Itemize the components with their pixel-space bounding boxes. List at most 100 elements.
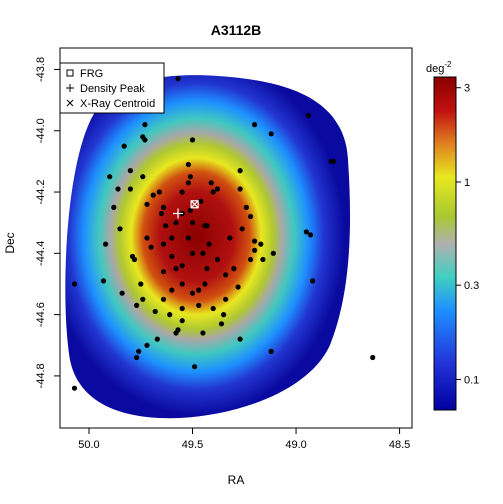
galaxy-point-41: [160, 241, 167, 247]
galaxy-point-16: [185, 180, 191, 186]
galaxy-points: [71, 76, 376, 391]
galaxy-point-59: [138, 281, 144, 287]
galaxy-point-31: [189, 220, 196, 226]
galaxy-point-63: [235, 284, 241, 290]
colorbar: deg-2 0.1 0.3 1 3: [426, 60, 479, 411]
galaxy-point-46: [258, 241, 264, 247]
galaxy-point-2: [142, 122, 148, 128]
xray-centroid-marker: [191, 200, 199, 208]
galaxy-point-57: [179, 281, 185, 287]
galaxy-point-9: [121, 143, 127, 149]
y-axis-label: Dec: [3, 232, 17, 253]
galaxy-point-89: [204, 266, 210, 272]
x-axis-label: RA: [228, 473, 245, 487]
galaxy-point-40: [144, 235, 150, 241]
galaxy-point-92: [185, 235, 191, 241]
galaxy-point-65: [160, 296, 167, 302]
galaxy-point-55: [260, 256, 266, 263]
galaxy-point-93: [160, 269, 167, 275]
galaxy-point-45: [252, 238, 258, 244]
legend-box: [59, 62, 165, 114]
galaxy-point-6: [268, 131, 274, 137]
y-tick-label-3: -44.4: [35, 241, 47, 266]
density-peak-marker: [173, 208, 184, 219]
galaxy-point-3: [142, 137, 148, 143]
galaxy-point-47: [270, 250, 276, 256]
y-tick-label-1: -44.0: [35, 118, 47, 143]
galaxy-point-11: [185, 161, 191, 168]
y-tick-label-2: -44.2: [35, 179, 47, 204]
galaxy-point-84: [107, 174, 113, 180]
y-tick-label-0: -43.8: [35, 57, 47, 82]
galaxy-point-39: [111, 204, 117, 210]
galaxy-point-26: [160, 204, 167, 210]
galaxy-point-23: [210, 189, 216, 195]
galaxy-point-4: [189, 137, 196, 143]
galaxy-point-77: [144, 342, 150, 348]
y-axis: -43.8 -44.0 -44.2 -44.4 -44.6 -44.8: [35, 57, 60, 388]
density-blob: [65, 75, 351, 419]
legend-xray-centroid-label: X-Ray Centroid: [80, 98, 155, 110]
x-tick-label-3: 48.5: [389, 439, 410, 451]
galaxy-point-73: [175, 327, 181, 333]
galaxy-point-12: [127, 168, 133, 174]
x-axis: 50.0 49.5 49.0 48.5: [78, 428, 410, 451]
galaxy-point-25: [144, 201, 150, 207]
galaxy-point-20: [156, 189, 162, 195]
galaxy-point-68: [210, 305, 216, 312]
galaxy-point-83: [100, 278, 107, 284]
galaxy-point-67: [196, 302, 202, 308]
legend-frg-marker: [66, 69, 74, 77]
special-markers: [173, 200, 199, 219]
x-tick-label-0: 50.0: [78, 439, 99, 451]
colorbar-tick-label-1: 0.3: [464, 280, 479, 292]
galaxy-point-56: [103, 241, 109, 247]
legend-density-peak-label: Density Peak: [80, 83, 145, 95]
galaxy-point-24: [237, 186, 243, 192]
galaxy-point-44: [189, 250, 196, 256]
colorbar-tick-label-2: 1: [464, 177, 470, 189]
galaxy-point-49: [131, 256, 138, 263]
galaxy-point-50: [173, 266, 179, 272]
galaxy-point-28: [187, 207, 193, 213]
galaxy-point-22: [198, 198, 204, 204]
galaxy-point-69: [119, 290, 125, 296]
colorbar-title: deg-2: [426, 60, 452, 75]
galaxy-point-79: [134, 354, 140, 361]
y-tick-label-4: -44.6: [35, 302, 47, 327]
galaxy-point-7: [305, 112, 312, 118]
galaxy-point-36: [169, 235, 175, 241]
galaxy-point-35: [239, 226, 245, 232]
galaxy-point-5: [252, 122, 258, 128]
galaxy-point-103: [71, 385, 78, 391]
galaxy-point-64: [140, 296, 146, 302]
galaxy-point-78: [136, 348, 142, 354]
galaxy-point-19: [150, 192, 156, 198]
galaxy-point-96: [200, 250, 206, 256]
colorbar-ticks: 0.1 0.3 1 3: [456, 83, 479, 386]
galaxy-point-52: [231, 266, 237, 272]
galaxy-point-53: [223, 272, 229, 278]
galaxy-point-42: [148, 244, 154, 250]
galaxy-point-71: [179, 318, 185, 324]
galaxy-point-51: [247, 256, 254, 263]
colorbar-tick-label-0: 0.1: [464, 374, 479, 386]
galaxy-point-101: [127, 186, 133, 192]
colorbar-tick-label-3: 3: [464, 83, 470, 95]
legend-xray-centroid-marker: [66, 99, 74, 107]
galaxy-point-60: [169, 287, 175, 293]
galaxy-point-102: [71, 281, 78, 287]
galaxy-point-38: [206, 241, 212, 247]
galaxy-point-85: [117, 226, 123, 232]
galaxy-point-37: [202, 223, 208, 229]
galaxy-point-29: [158, 210, 165, 217]
galaxy-point-15: [140, 174, 146, 180]
galaxy-point-62: [223, 296, 229, 302]
galaxy-point-74: [218, 321, 225, 327]
galaxy-point-86: [134, 302, 140, 308]
chart-title: A3112B: [211, 22, 262, 38]
galaxy-point-10: [187, 174, 193, 180]
galaxy-point-98: [303, 229, 309, 235]
galaxy-point-104: [370, 354, 376, 361]
